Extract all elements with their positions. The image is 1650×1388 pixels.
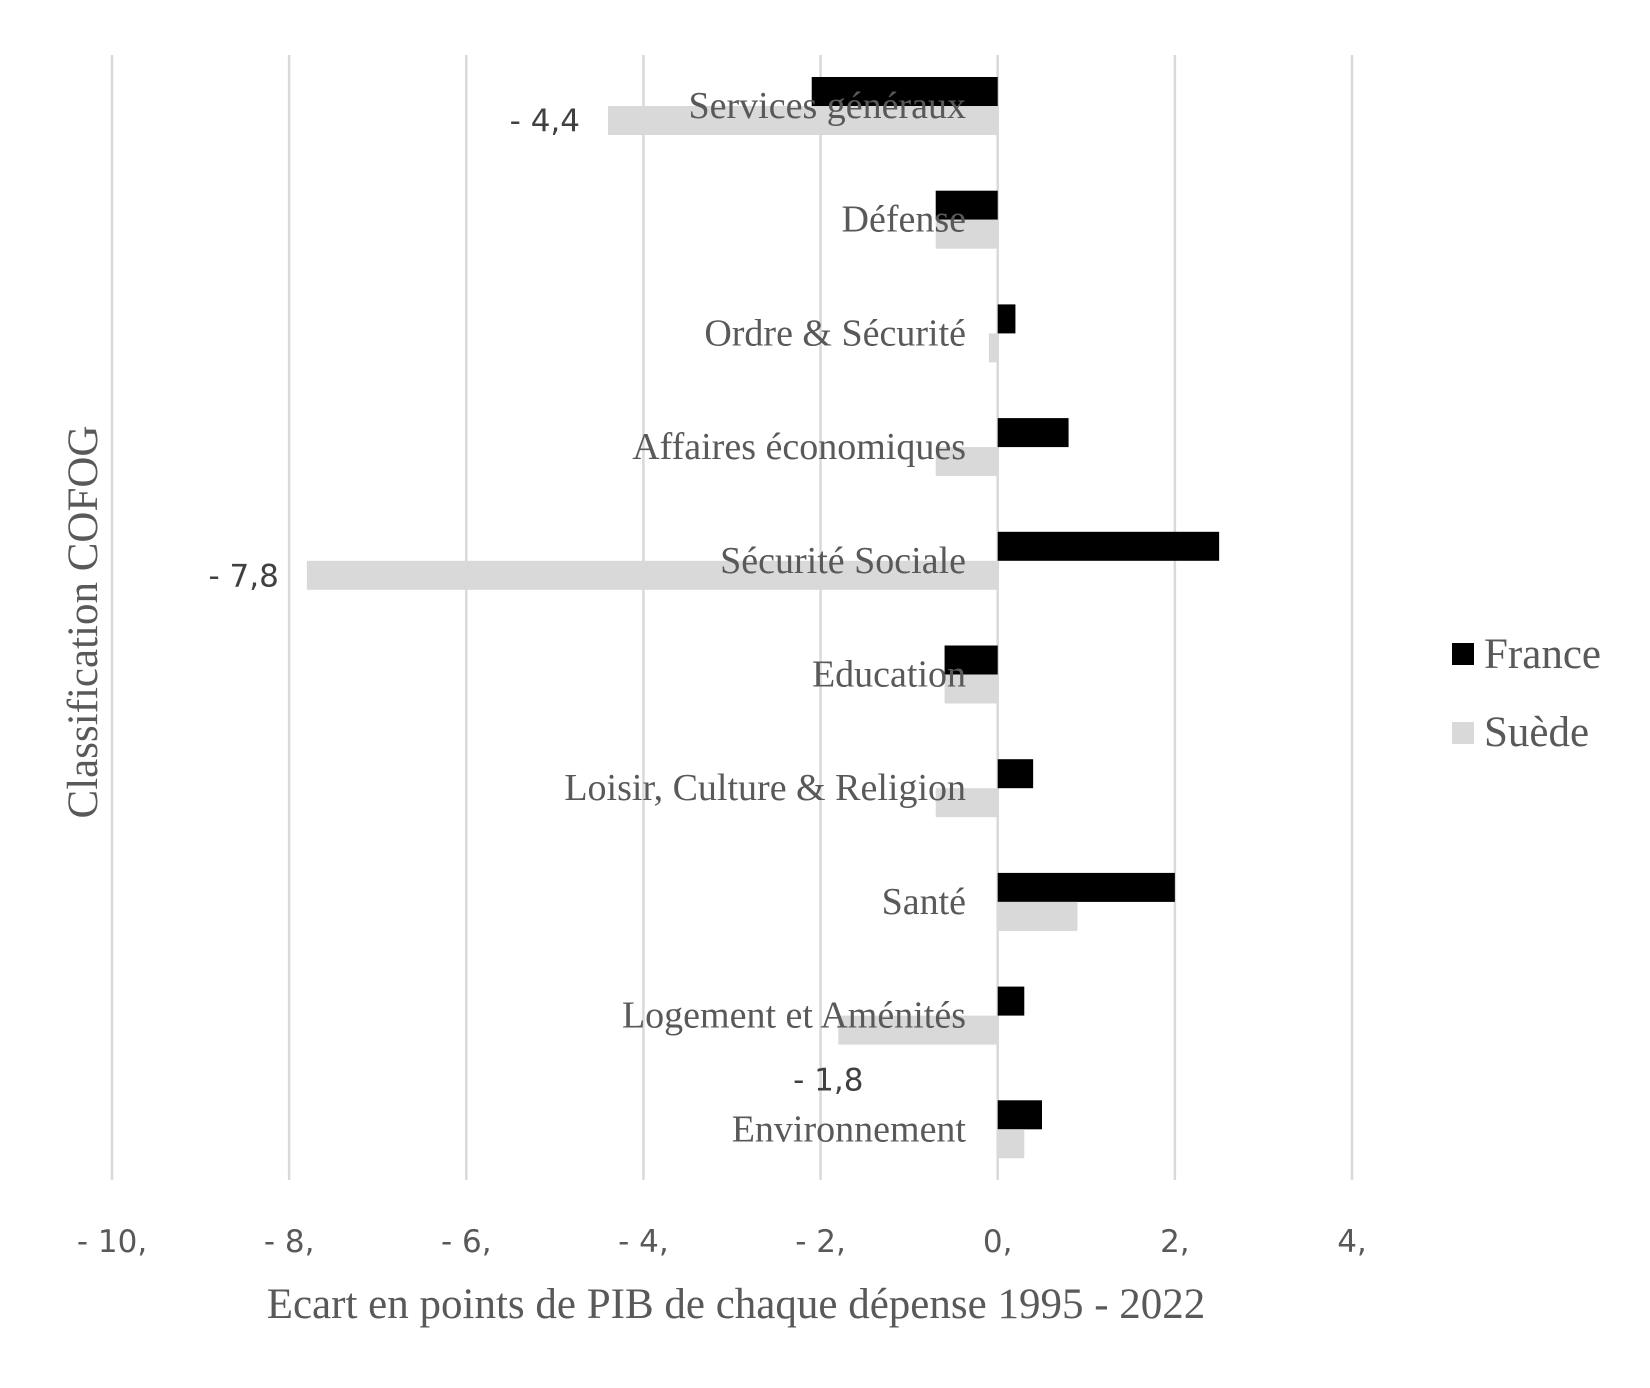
data-label: - 7,8 (209, 558, 279, 594)
bar-suede (988, 333, 998, 363)
category-label: Santé (882, 881, 966, 923)
x-tick-label: 0, (983, 1224, 1013, 1260)
bar-suede (997, 1129, 1025, 1159)
bar-france (997, 531, 1220, 561)
legend-swatch-suede (1452, 722, 1474, 744)
x-tick-label: - 4, (618, 1224, 669, 1260)
bar-france (944, 645, 998, 675)
bar-france (997, 418, 1069, 448)
category-label: Sécurité Sociale (720, 540, 966, 582)
category-label: Services généraux (689, 85, 967, 127)
category-label: Logement et Aménités (622, 995, 966, 1037)
legend: France Suède (1452, 631, 1601, 756)
x-tick-label: - 2, (795, 1224, 846, 1260)
data-label: - 1,8 (793, 1063, 863, 1099)
bar-france (811, 77, 998, 106)
bar-france (935, 190, 998, 220)
legend-swatch-france (1452, 643, 1474, 665)
category-label: Loisir, Culture & Religion (564, 767, 966, 809)
bars (306, 77, 1220, 1159)
x-tick-label: 2, (1160, 1224, 1190, 1260)
category-label: Défense (842, 199, 966, 241)
x-tick-label: 4, (1337, 1224, 1367, 1260)
x-tick-label: - 6, (441, 1224, 492, 1260)
bar-suede (608, 106, 998, 135)
category-label: Ordre & Sécurité (704, 312, 966, 354)
category-labels: Services généraux Défense Ordre & Sécurité… (564, 85, 966, 1150)
category-label: Environnement (732, 1108, 967, 1150)
bar-suede (935, 219, 998, 249)
legend-label-suede: Suède (1484, 709, 1589, 756)
x-tick-label: - 8, (264, 1224, 315, 1260)
x-tick-label: - 10, (77, 1224, 147, 1260)
category-label: Education (812, 654, 966, 696)
category-label: Affaires économiques (632, 426, 966, 468)
legend-label-france: France (1484, 631, 1601, 678)
data-label: - 4,4 (510, 104, 580, 140)
bar-france (997, 759, 1034, 789)
bar-suede (306, 560, 998, 590)
bar-suede (944, 674, 998, 704)
bar-suede (935, 447, 998, 477)
bar-suede (838, 1015, 998, 1045)
x-axis-title: Ecart en points de PIB de chaque dépense… (267, 1281, 1206, 1328)
bar-suede (935, 788, 998, 818)
bar-france (997, 304, 1016, 334)
bar-france (997, 872, 1175, 902)
x-tick-labels: - 10, - 8, - 6, - 4, - 2, 0, 2, 4, (77, 1224, 1367, 1260)
y-axis-title: Classification COFOG (60, 426, 107, 819)
bar-france (997, 986, 1025, 1016)
data-labels: - 4,4 - 7,8 - 1,8 (209, 104, 864, 1099)
bar-france (997, 1100, 1042, 1130)
bar-suede (997, 901, 1078, 931)
